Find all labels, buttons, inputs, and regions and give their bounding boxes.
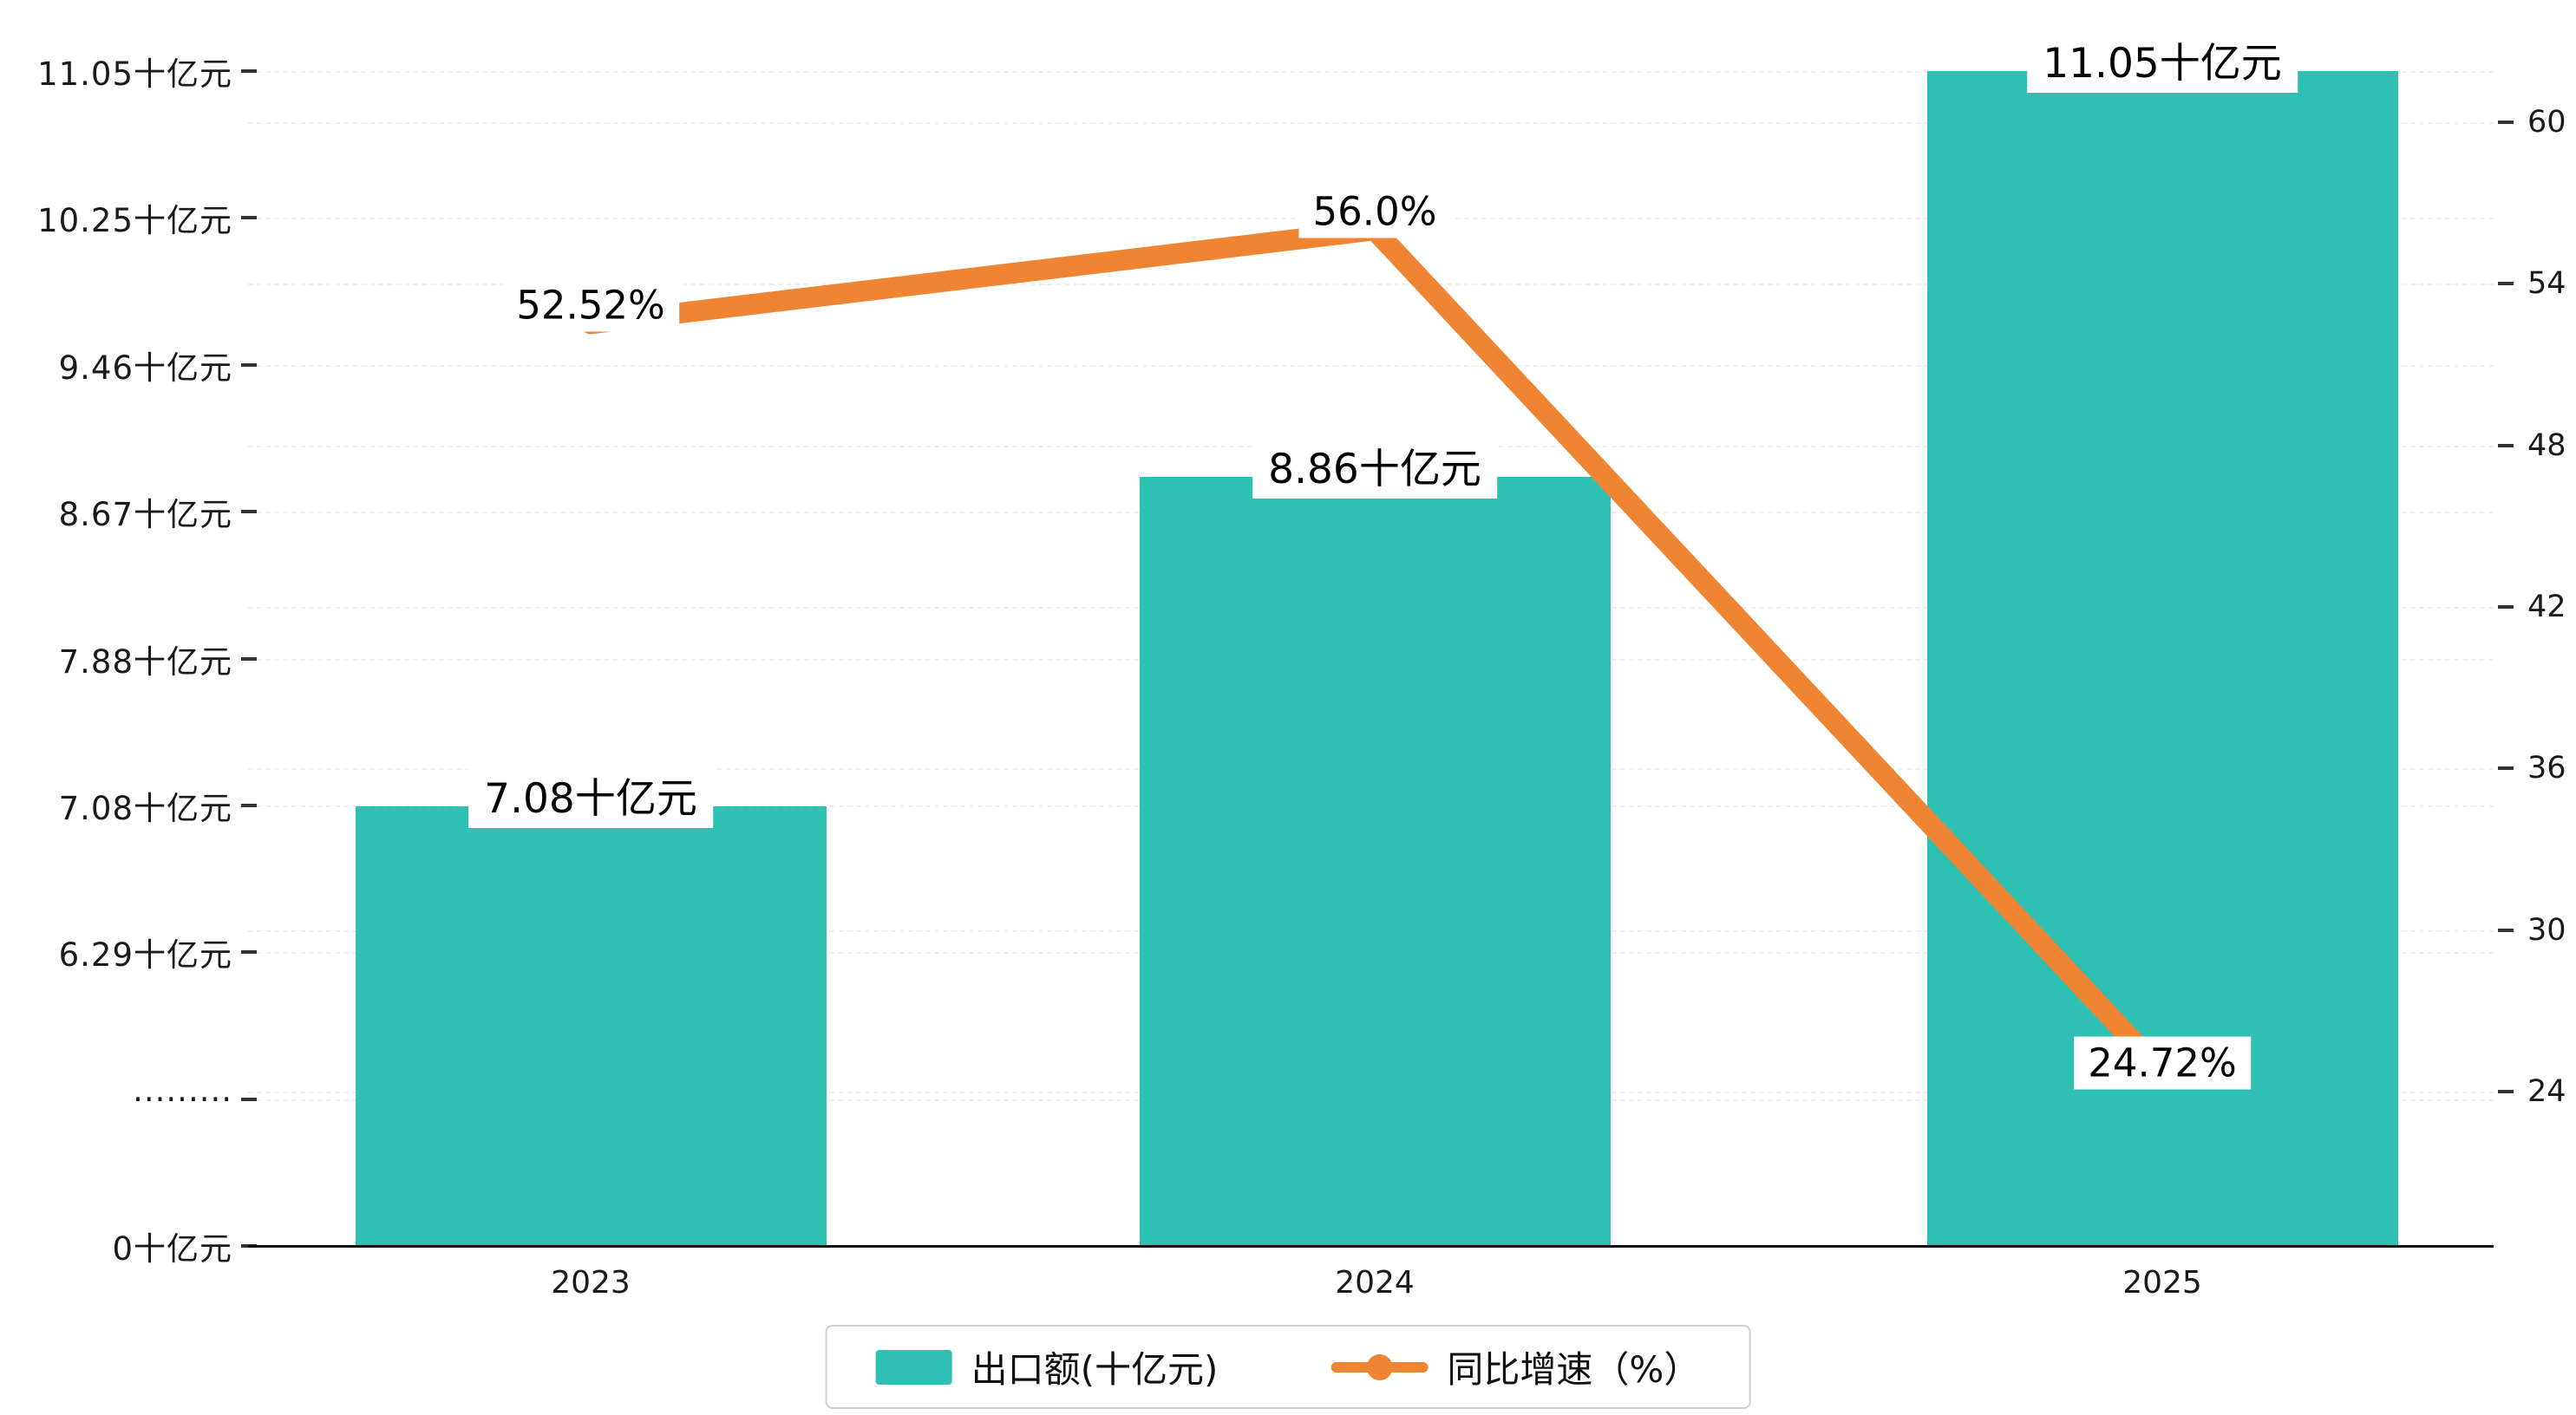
bar-series-swatch-icon	[875, 1349, 952, 1385]
bar-2023[interactable]	[355, 806, 827, 1246]
right-axis-tick-mark	[2498, 604, 2514, 609]
gridline	[248, 122, 2494, 124]
right-axis-tick-label: 36	[2527, 751, 2566, 786]
left-axis-tick-label: 7.88十亿元	[58, 642, 232, 681]
left-axis-tick-mark	[241, 1097, 257, 1101]
right-axis-tick-mark	[2498, 928, 2514, 932]
bar-value-label-2023: 7.08十亿元	[468, 761, 713, 829]
line-marker-dot-icon	[1366, 1353, 1393, 1380]
left-axis-tick-label: 9.46十亿元	[58, 349, 232, 387]
x-axis-label-2024: 2024	[1335, 1265, 1415, 1301]
line-value-label-2023: 52.52%	[502, 278, 679, 332]
right-axis-tick-label: 30	[2527, 912, 2566, 948]
right-axis-tick-label: 60	[2527, 105, 2566, 140]
right-axis-tick-mark	[2498, 1089, 2514, 1093]
x-axis-line	[248, 1245, 2494, 1248]
left-axis-tick-mark	[241, 510, 257, 514]
left-axis-tick-mark	[241, 656, 257, 661]
line-value-label-2024: 56.0%	[1298, 185, 1451, 238]
left-axis-tick-mark	[241, 69, 257, 73]
right-axis-tick-label: 42	[2527, 589, 2566, 624]
legend-item-growth[interactable]: 同比增速（%）	[1330, 1340, 1700, 1393]
right-axis-tick-label: 24	[2527, 1073, 2566, 1109]
growth-line[interactable]	[580, 219, 2173, 1083]
legend: 出口额(十亿元) 同比增速（%）	[825, 1325, 1751, 1409]
gridline	[248, 71, 2494, 73]
gridline	[248, 364, 2494, 367]
left-axis-tick-label: 7.08十亿元	[58, 790, 232, 827]
legend-item-export[interactable]: 出口额(十亿元)	[875, 1340, 1219, 1393]
right-axis-tick-label: 48	[2527, 427, 2566, 463]
right-axis-tick-mark	[2498, 443, 2514, 447]
line-series-swatch-icon	[1330, 1353, 1429, 1380]
right-axis-tick-mark	[2498, 282, 2514, 286]
line-value-label-2025: 24.72%	[2074, 1036, 2251, 1090]
legend-label-growth: 同比增速（%）	[1447, 1348, 1701, 1391]
legend-label-export: 出口额(十亿元)	[971, 1348, 1219, 1391]
left-axis-tick-label: 8.67十亿元	[58, 496, 232, 534]
bar-value-label-2025: 11.05十亿元	[2027, 26, 2298, 93]
left-axis-tick-mark	[241, 216, 257, 220]
left-axis-tick-label: ·········	[133, 1080, 232, 1118]
left-axis-tick-label: 6.29十亿元	[58, 936, 232, 975]
left-axis-tick-mark	[241, 950, 257, 955]
left-axis-tick-mark	[241, 804, 257, 807]
bar-value-label-2024: 8.86十亿元	[1252, 432, 1497, 499]
left-axis-tick-label: 11.05十亿元	[37, 55, 232, 93]
x-axis-label-2023: 2023	[551, 1265, 631, 1301]
right-axis-tick-mark	[2498, 766, 2514, 771]
right-axis-tick-label: 54	[2527, 266, 2566, 302]
x-axis-label-2025: 2025	[2122, 1265, 2202, 1301]
left-axis-tick-mark	[241, 362, 257, 367]
left-axis-tick-label: 10.25十亿元	[37, 202, 232, 240]
left-axis-tick-label: 0十亿元	[112, 1230, 232, 1268]
right-axis-tick-mark	[2498, 121, 2514, 124]
bar-2024[interactable]	[1139, 477, 1611, 1246]
gridline	[248, 284, 2494, 286]
